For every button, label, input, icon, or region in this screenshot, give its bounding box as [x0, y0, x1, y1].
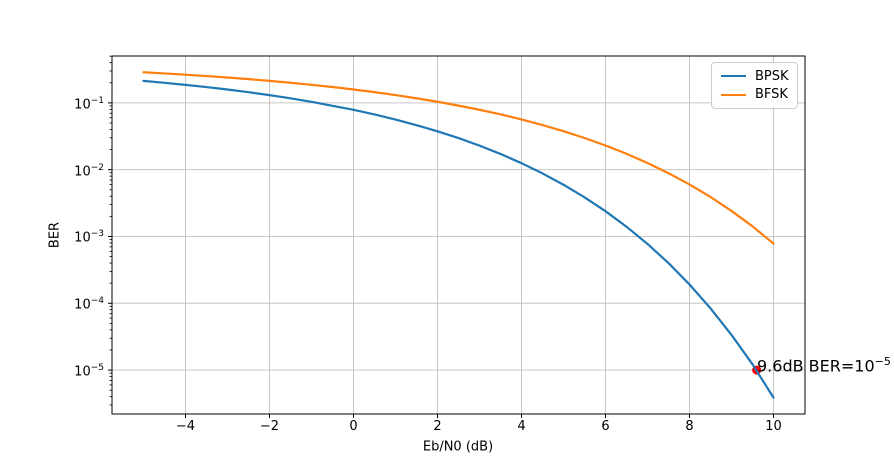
legend-item-bfsk: BFSK: [721, 86, 788, 105]
x-tick-label: 2: [433, 419, 442, 434]
y-tick-label: 10−3: [74, 229, 104, 246]
x-tick-label: 0: [349, 419, 358, 434]
y-axis-label: BER: [47, 221, 63, 249]
annotation-exponent: −5: [874, 355, 891, 368]
x-tick-label: 6: [601, 419, 610, 434]
legend-label-bfsk: BFSK: [755, 87, 788, 103]
x-axis-label: Eb/N0 (dB): [422, 439, 494, 455]
y-tick-label: 10−2: [74, 162, 104, 179]
y-tick-label: 10−5: [74, 363, 104, 380]
y-tick-label: 10−4: [74, 296, 104, 313]
x-tick-label: 4: [517, 419, 526, 434]
legend-item-bpsk: BPSK: [721, 67, 789, 86]
y-tick-label: 10−1: [74, 95, 104, 113]
x-tick-label: −4: [175, 419, 196, 434]
x-tick-label: 10: [765, 419, 782, 434]
x-tick-label: 8: [685, 419, 694, 434]
x-tick-label: −2: [259, 419, 280, 434]
annotation-text: 9.6dB BER=10−5: [757, 353, 891, 375]
axes-spines: [111, 55, 806, 415]
legend-line-sample-bpsk: [721, 75, 746, 78]
annotation-base: 9.6dB BER=10: [757, 356, 875, 376]
series-line-bfsk: [142, 71, 775, 245]
legend-line-sample-bfsk: [721, 93, 746, 96]
legend-label-bpsk: BPSK: [755, 68, 789, 84]
series-line-bpsk: [142, 79, 775, 399]
legend: BPSK BFSK: [711, 62, 798, 109]
